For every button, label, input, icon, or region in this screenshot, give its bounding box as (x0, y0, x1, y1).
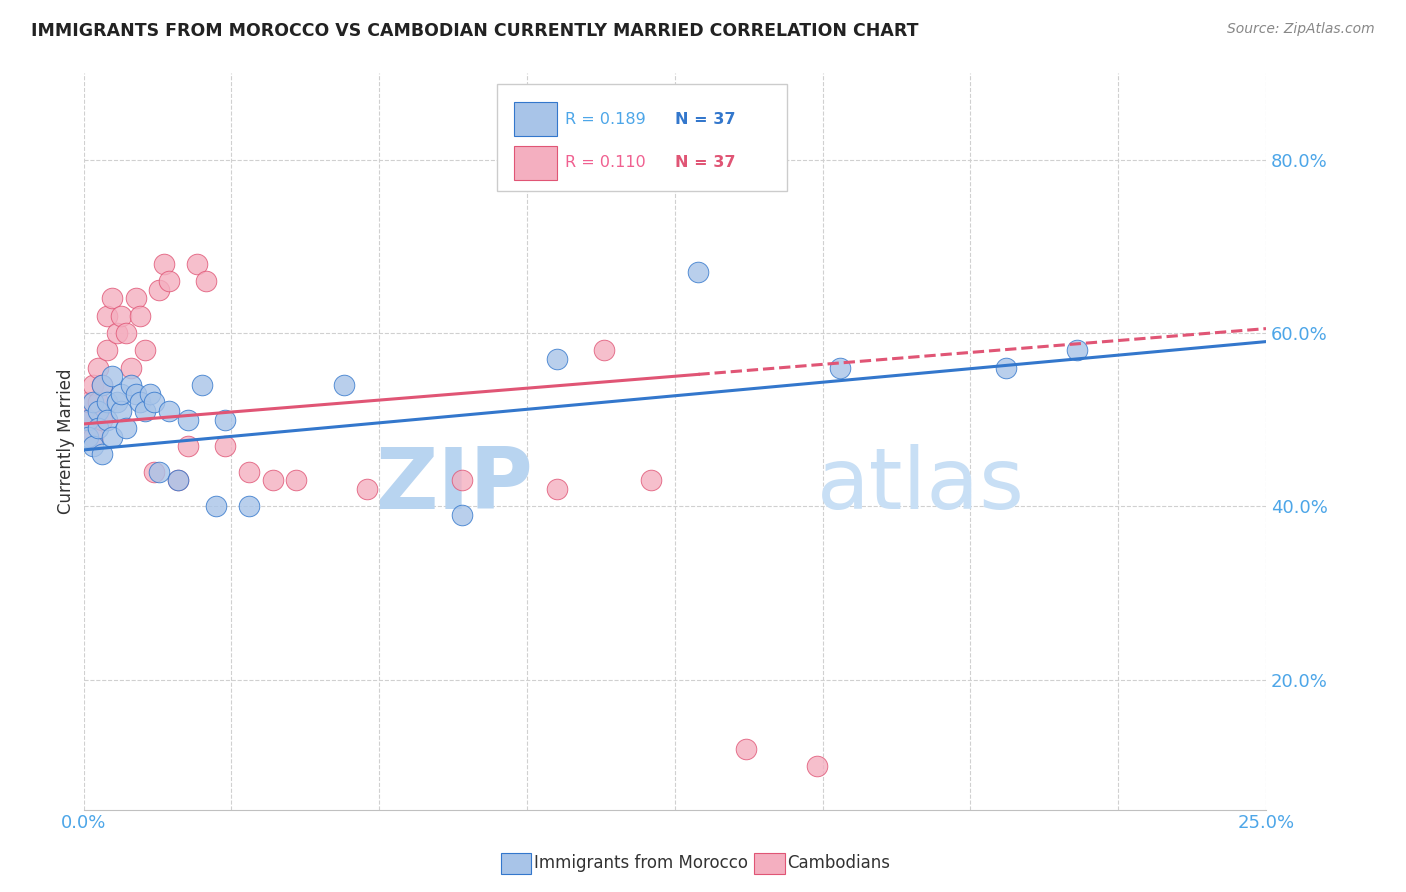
FancyBboxPatch shape (498, 84, 787, 191)
Point (91, 378, 114, 392)
Point (592, 343, 614, 358)
Point (806, 759, 828, 773)
Point (86, 360, 108, 375)
Point (129, 395, 152, 409)
Point (214, 412, 236, 426)
Point (120, 378, 142, 392)
Point (176, 439, 198, 453)
FancyBboxPatch shape (515, 146, 557, 180)
FancyBboxPatch shape (515, 103, 557, 136)
Point (186, 257, 208, 271)
Point (285, 473, 308, 487)
Text: Immigrants from Morocco: Immigrants from Morocco (534, 855, 748, 872)
Point (77, 430, 100, 444)
Text: IMMIGRANTS FROM MOROCCO VS CAMBODIAN CURRENTLY MARRIED CORRELATION CHART: IMMIGRANTS FROM MOROCCO VS CAMBODIAN CUR… (31, 22, 918, 40)
Point (82, 430, 104, 444)
Point (195, 274, 218, 288)
Point (77, 412, 100, 426)
Point (167, 473, 190, 487)
Point (101, 430, 124, 444)
Point (214, 439, 236, 453)
Point (451, 508, 474, 522)
Point (176, 412, 198, 426)
Point (110, 404, 132, 418)
Point (129, 309, 152, 323)
Point (101, 291, 124, 305)
Point (546, 482, 568, 496)
Point (77, 395, 100, 409)
Point (96, 309, 118, 323)
Point (546, 351, 568, 366)
Point (734, 742, 756, 756)
Text: N = 37: N = 37 (675, 155, 735, 170)
Point (91, 447, 114, 461)
Point (86, 395, 108, 409)
Point (115, 326, 138, 340)
Point (640, 473, 662, 487)
Text: N = 37: N = 37 (675, 112, 735, 127)
Point (124, 291, 146, 305)
Point (157, 404, 180, 418)
Text: R = 0.110: R = 0.110 (565, 155, 645, 170)
Point (96, 412, 118, 426)
Point (115, 421, 138, 435)
Point (120, 360, 142, 375)
Point (238, 465, 260, 479)
Point (994, 360, 1017, 375)
Point (238, 500, 260, 514)
Text: Cambodians: Cambodians (787, 855, 890, 872)
Text: Source: ZipAtlas.com: Source: ZipAtlas.com (1227, 22, 1375, 37)
Point (356, 482, 378, 496)
Point (86, 421, 108, 435)
Point (86, 404, 108, 418)
Point (332, 378, 354, 392)
Point (82, 378, 104, 392)
Point (96, 395, 118, 409)
Point (96, 343, 118, 358)
Point (1066, 343, 1088, 358)
Point (167, 473, 190, 487)
Point (91, 378, 114, 392)
Point (134, 343, 156, 358)
Point (830, 360, 852, 375)
Text: ZIP: ZIP (375, 444, 533, 527)
Text: atlas: atlas (817, 444, 1025, 527)
Point (77, 412, 100, 426)
Point (82, 439, 104, 453)
Point (110, 309, 132, 323)
Text: R = 0.189: R = 0.189 (565, 112, 645, 127)
Point (82, 395, 104, 409)
Point (138, 386, 160, 401)
Point (191, 378, 214, 392)
Point (688, 265, 710, 279)
Point (134, 404, 156, 418)
Point (101, 369, 124, 384)
Point (153, 257, 176, 271)
Point (143, 395, 166, 409)
Point (451, 473, 474, 487)
Point (143, 465, 166, 479)
Point (148, 283, 170, 297)
Point (91, 412, 114, 426)
Point (157, 274, 180, 288)
Y-axis label: Currently Married: Currently Married (58, 368, 75, 514)
Point (148, 465, 170, 479)
Point (105, 395, 128, 409)
Point (110, 386, 132, 401)
Point (124, 386, 146, 401)
Point (205, 500, 228, 514)
Point (262, 473, 284, 487)
Point (105, 326, 128, 340)
